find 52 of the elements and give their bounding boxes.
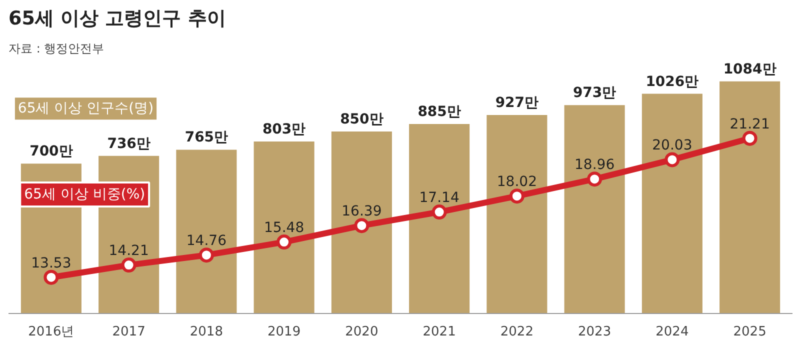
data-label: 14.21: [108, 243, 149, 260]
point: [587, 172, 602, 187]
x-tick-label: 2021: [422, 324, 456, 340]
bar: [176, 150, 237, 314]
x-tick-label: 2020: [345, 324, 378, 340]
data-label: 765만: [184, 130, 228, 146]
bar: [564, 105, 625, 314]
data-label: 21.21: [730, 116, 770, 132]
text: 65세 이상 비중(%): [24, 186, 146, 203]
point: [121, 258, 136, 273]
bar: [720, 81, 780, 314]
data-label: 1026만: [646, 74, 699, 90]
bar: [331, 131, 392, 314]
data-label: 16.39: [342, 204, 382, 220]
x-tick-label: 2025: [733, 324, 766, 340]
point: [509, 188, 524, 204]
data-label: 700만: [30, 144, 73, 160]
data-label: 1084만: [723, 61, 776, 78]
data-label: 927만: [495, 95, 539, 112]
x-tick-label: 2023: [578, 324, 612, 340]
data-label: 18.96: [574, 157, 615, 174]
bar: [486, 115, 548, 314]
point: [354, 218, 370, 234]
x-tick-label: 2017: [112, 324, 146, 340]
data-label: 15.48: [264, 220, 304, 236]
bar: [642, 94, 702, 314]
data-label: 803만: [262, 122, 306, 138]
text: 65세 이상 인구수(명): [18, 100, 154, 117]
data-label: 20.03: [652, 138, 692, 154]
data-label: 885만: [418, 104, 461, 120]
data-label: 14.76: [186, 233, 227, 250]
point: [664, 152, 680, 168]
x-tick-label: 2022: [500, 324, 534, 340]
data-label: 13.53: [31, 255, 72, 272]
point: [742, 130, 758, 146]
chart-title: 65세 이상 고령인구 추이: [8, 8, 226, 30]
point: [198, 248, 214, 263]
bar: [254, 142, 314, 314]
x-tick-label: 2018: [190, 324, 223, 340]
x-tick-label: 2019: [268, 324, 301, 340]
data-label: 17.14: [419, 190, 460, 206]
text: 자료 : 행정안전부: [8, 42, 104, 56]
point: [276, 234, 292, 250]
x-tick-label: 2024: [656, 324, 689, 340]
data-label: 18.02: [496, 174, 537, 190]
data-label: 850만: [340, 111, 384, 128]
x-tick-label: 2016년: [28, 324, 74, 340]
point: [432, 204, 447, 220]
data-label: 736만: [107, 136, 150, 152]
data-label: 973만: [572, 85, 616, 102]
point: [44, 270, 59, 285]
bar: [409, 124, 470, 314]
